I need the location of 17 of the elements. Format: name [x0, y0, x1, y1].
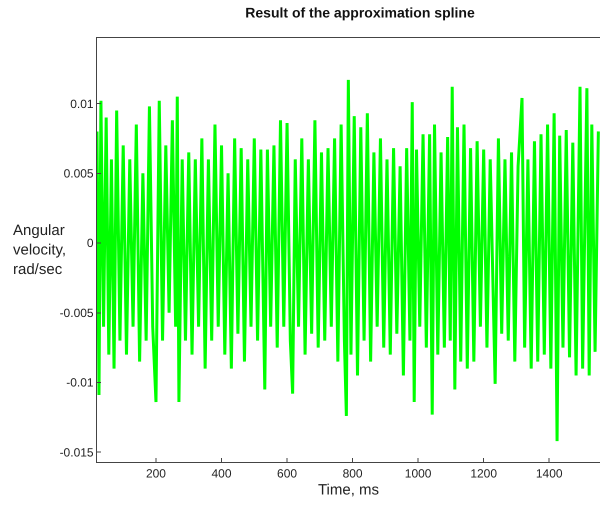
y-tick-label: -0.015 — [60, 445, 94, 460]
x-tick-label: 1400 — [536, 466, 563, 480]
y-tick-label: 0.01 — [70, 96, 94, 111]
x-tick-label: 200 — [146, 466, 166, 480]
y-tick-label: -0.005 — [60, 306, 94, 320]
x-tick-label: 400 — [212, 466, 232, 480]
x-tick-label: 1200 — [470, 466, 498, 480]
y-axis-title: Angular velocity, rad/sec — [13, 222, 66, 278]
y-tick-label: -0.01 — [66, 376, 94, 390]
x-tick-label: 600 — [277, 466, 298, 480]
line-series — [97, 78, 600, 443]
y-tick-label: 0.005 — [64, 166, 94, 180]
x-tick-label: 1000 — [404, 466, 432, 480]
chart-title: Result of the approximation spline — [245, 4, 475, 20]
x-axis-title: Time, ms — [318, 481, 380, 498]
y-tick-label: 0 — [86, 236, 94, 250]
x-tick-label: 800 — [342, 466, 363, 480]
